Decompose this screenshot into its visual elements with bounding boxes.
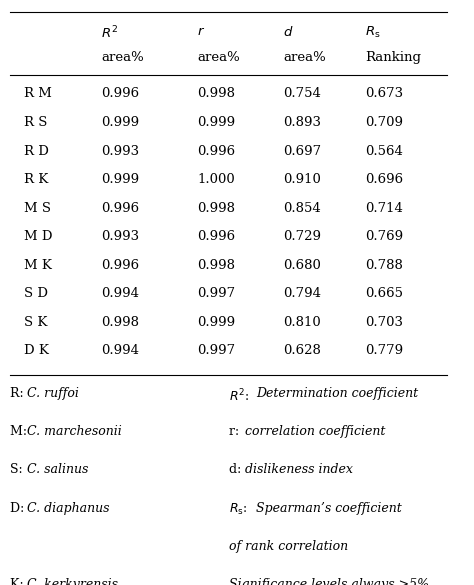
Text: 0.697: 0.697 [283,144,321,157]
Text: 0.810: 0.810 [283,316,321,329]
Text: of rank correlation: of rank correlation [229,539,348,553]
Text: 1.000: 1.000 [197,173,235,186]
Text: r:: r: [229,425,243,438]
Text: 0.999: 0.999 [101,173,139,186]
Text: Significance levels always >5%: Significance levels always >5% [229,577,429,585]
Text: $R_\mathrm{s}$:: $R_\mathrm{s}$: [229,501,249,517]
Text: R D: R D [24,144,49,157]
Text: 0.703: 0.703 [365,316,403,329]
Text: $d$: $d$ [283,25,294,39]
Text: 0.999: 0.999 [197,116,235,129]
Text: C. ruffoi: C. ruffoi [27,387,79,400]
Text: 0.709: 0.709 [365,116,403,129]
Text: C. marchesonii: C. marchesonii [27,425,122,438]
Text: R M: R M [24,88,52,101]
Text: Determination coefficient: Determination coefficient [256,387,418,400]
Text: d:: d: [229,463,245,476]
Text: D K: D K [24,345,49,357]
Text: area%: area% [101,50,144,64]
Text: M K: M K [24,259,52,272]
Text: dislikeness index: dislikeness index [245,463,353,476]
Text: 0.628: 0.628 [283,345,321,357]
Text: correlation coefficient: correlation coefficient [245,425,385,438]
Text: M D: M D [24,230,53,243]
Text: 0.564: 0.564 [365,144,403,157]
Text: M S: M S [24,202,51,215]
Text: 0.994: 0.994 [101,287,139,300]
Text: 0.997: 0.997 [197,287,235,300]
Text: 0.996: 0.996 [101,202,139,215]
Text: 0.998: 0.998 [197,202,235,215]
Text: 0.893: 0.893 [283,116,321,129]
Text: $r$: $r$ [197,25,205,38]
Text: 0.680: 0.680 [283,259,321,272]
Text: 0.788: 0.788 [365,259,403,272]
Text: 0.794: 0.794 [283,287,321,300]
Text: C. diaphanus: C. diaphanus [27,501,109,515]
Text: 0.994: 0.994 [101,345,139,357]
Text: 0.673: 0.673 [365,88,403,101]
Text: 0.996: 0.996 [101,259,139,272]
Text: 0.665: 0.665 [365,287,403,300]
Text: $R_\mathrm{s}$: $R_\mathrm{s}$ [365,25,381,40]
Text: $R^2$: $R^2$ [101,25,118,42]
Text: 0.779: 0.779 [365,345,403,357]
Text: 0.996: 0.996 [197,230,235,243]
Text: 0.993: 0.993 [101,230,139,243]
Text: area%: area% [197,50,240,64]
Text: 0.996: 0.996 [101,88,139,101]
Text: S D: S D [24,287,48,300]
Text: 0.729: 0.729 [283,230,321,243]
Text: C. kerkyrensis: C. kerkyrensis [27,577,118,585]
Text: 0.769: 0.769 [365,230,403,243]
Text: R S: R S [24,116,47,129]
Text: 0.854: 0.854 [283,202,321,215]
Text: 0.996: 0.996 [197,144,235,157]
Text: S K: S K [24,316,47,329]
Text: 0.998: 0.998 [101,316,139,329]
Text: 0.910: 0.910 [283,173,321,186]
Text: R K: R K [24,173,48,186]
Text: $R^2$:: $R^2$: [229,387,250,404]
Text: Ranking: Ranking [365,50,421,64]
Text: 0.993: 0.993 [101,144,139,157]
Text: 0.998: 0.998 [197,88,235,101]
Text: 0.999: 0.999 [197,316,235,329]
Text: D:: D: [10,501,29,515]
Text: S:: S: [10,463,27,476]
Text: K:: K: [10,577,28,585]
Text: area%: area% [283,50,326,64]
Text: Spearman’s coefficient: Spearman’s coefficient [256,501,402,515]
Text: 0.754: 0.754 [283,88,321,101]
Text: C. salinus: C. salinus [27,463,88,476]
Text: 0.714: 0.714 [365,202,403,215]
Text: 0.997: 0.997 [197,345,235,357]
Text: R:: R: [10,387,28,400]
Text: 0.999: 0.999 [101,116,139,129]
Text: M:: M: [10,425,31,438]
Text: 0.696: 0.696 [365,173,403,186]
Text: 0.998: 0.998 [197,259,235,272]
